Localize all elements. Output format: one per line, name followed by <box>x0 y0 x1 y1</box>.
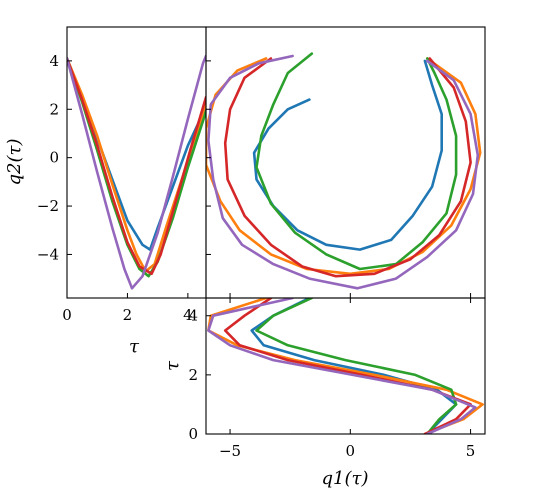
left-y-tick-label: −4 <box>37 245 59 263</box>
bottom-series-line-3 <box>255 298 458 434</box>
bottom-series-line-4 <box>223 298 472 434</box>
left-y-tick-label: 2 <box>49 100 59 118</box>
bottom-series-line-5 <box>207 298 477 434</box>
bottom-x-tick-label: 0 <box>346 442 356 460</box>
left-series-line-5 <box>67 54 206 290</box>
left-y-tick-label: 0 <box>49 149 59 167</box>
bottom-y-tick-label: 4 <box>188 307 198 325</box>
panel-left-frame <box>66 26 207 299</box>
left-y-tick-label: 4 <box>49 52 59 70</box>
panel-main <box>205 26 486 299</box>
main-series-line-4 <box>223 57 472 278</box>
panel-bottom-frame <box>205 297 486 435</box>
bottom-series-line-1 <box>250 298 458 434</box>
bottom-x-axis-label: q1(τ) <box>322 468 369 489</box>
bottom-x-tick-label: 5 <box>466 442 476 460</box>
bottom-y-tick-label: 0 <box>188 425 198 443</box>
main-series-line-2 <box>206 57 482 276</box>
bottom-y-tick-label: 2 <box>188 366 198 384</box>
panel-bottom: −5 0 5 0 2 4 q1(τ) τ <box>162 297 486 489</box>
left-x-tick-label: 2 <box>123 306 133 324</box>
left-y-axis-label: q2(τ) <box>4 139 25 186</box>
main-series-line-1 <box>252 59 443 251</box>
bottom-y-axis-label: τ <box>162 360 183 371</box>
left-series-line-4 <box>67 57 206 276</box>
bottom-x-tick-label: −5 <box>219 442 241 460</box>
left-x-axis-label: τ <box>129 336 140 357</box>
left-y-tick-label: −2 <box>37 197 59 215</box>
main-series-line-3 <box>255 52 458 271</box>
left-series-line-1 <box>67 57 206 251</box>
left-x-tick-label: 0 <box>62 306 72 324</box>
main-series-line-5 <box>207 54 480 290</box>
left-x-tick-label: 4 <box>183 306 193 324</box>
